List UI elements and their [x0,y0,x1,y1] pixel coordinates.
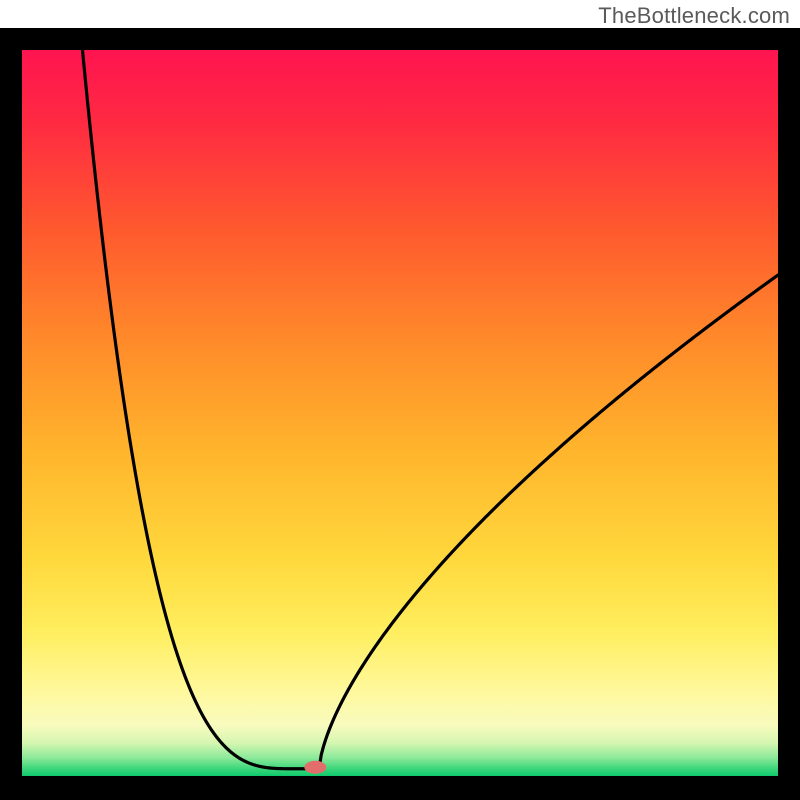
chart-plot [22,50,778,776]
watermark-text: TheBottleneck.com [598,3,790,29]
minimum-marker [304,761,326,774]
chart-background-gradient [22,50,778,776]
